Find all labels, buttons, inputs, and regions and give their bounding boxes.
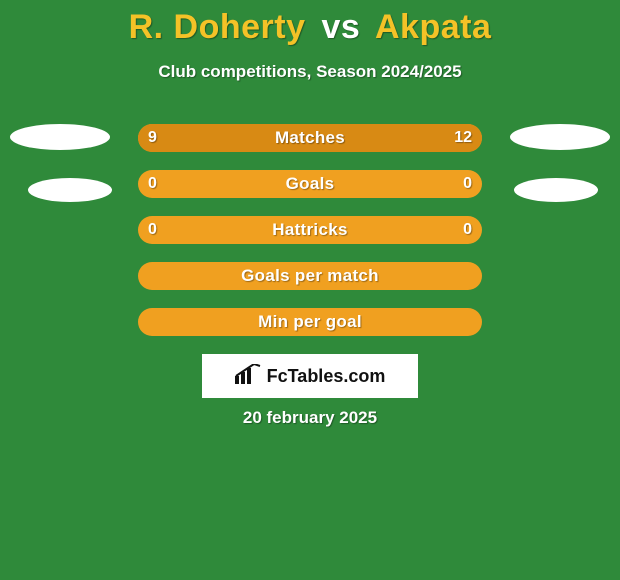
player-2-oval-top xyxy=(510,124,610,150)
stage: R. Doherty vs Akpata Club competitions, … xyxy=(0,0,620,580)
vs-text: vs xyxy=(321,8,360,46)
stat-row: Goals per match xyxy=(138,262,482,290)
comparison-bars: 912Matches 00Goals 00Hattricks Goals per ma… xyxy=(138,124,482,354)
brand-chart-icon xyxy=(235,364,261,389)
stat-row-label: Goals per match xyxy=(138,262,482,290)
brand-box: FcTables.com xyxy=(202,354,418,398)
player-1-oval-bottom xyxy=(28,178,112,202)
stat-row-label: Goals xyxy=(138,170,482,198)
subtitle: Club competitions, Season 2024/2025 xyxy=(0,62,620,82)
page-title: R. Doherty vs Akpata xyxy=(0,8,620,47)
stat-row: 00Hattricks xyxy=(138,216,482,244)
player-2-name: Akpata xyxy=(375,8,491,46)
player-1-name: R. Doherty xyxy=(129,8,306,46)
stat-row-label: Min per goal xyxy=(138,308,482,336)
player-1-oval-top xyxy=(10,124,110,150)
stat-row: Min per goal xyxy=(138,308,482,336)
player-2-oval-bottom xyxy=(514,178,598,202)
stat-row: 00Goals xyxy=(138,170,482,198)
stat-row-label: Hattricks xyxy=(138,216,482,244)
brand-text: FcTables.com xyxy=(267,366,386,387)
stat-row-label: Matches xyxy=(138,124,482,152)
date-stamp: 20 february 2025 xyxy=(0,408,620,428)
stat-row: 912Matches xyxy=(138,124,482,152)
